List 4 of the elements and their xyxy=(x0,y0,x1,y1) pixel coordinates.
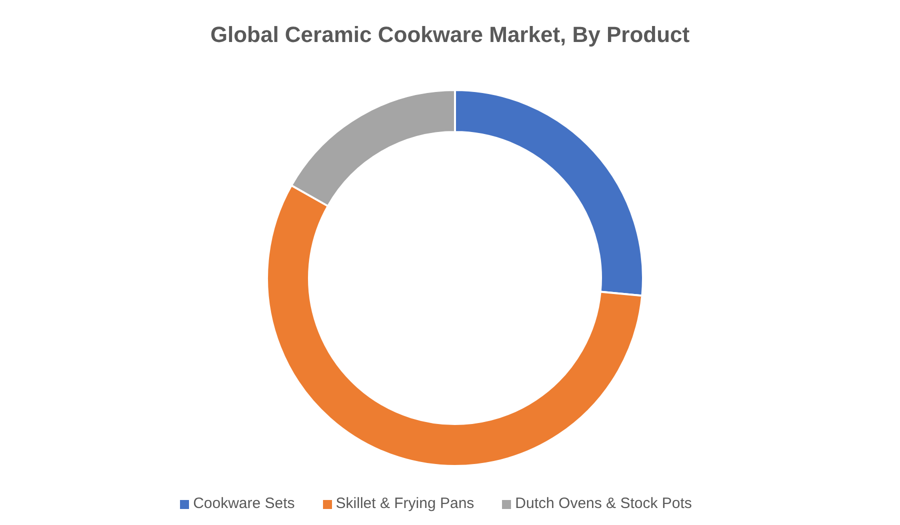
legend-label: Cookware Sets xyxy=(193,495,295,512)
legend-label: Dutch Ovens & Stock Pots xyxy=(515,495,692,512)
legend-label: Skillet & Frying Pans xyxy=(336,495,474,512)
chart-title: Global Ceramic Cookware Market, By Product xyxy=(209,21,691,49)
